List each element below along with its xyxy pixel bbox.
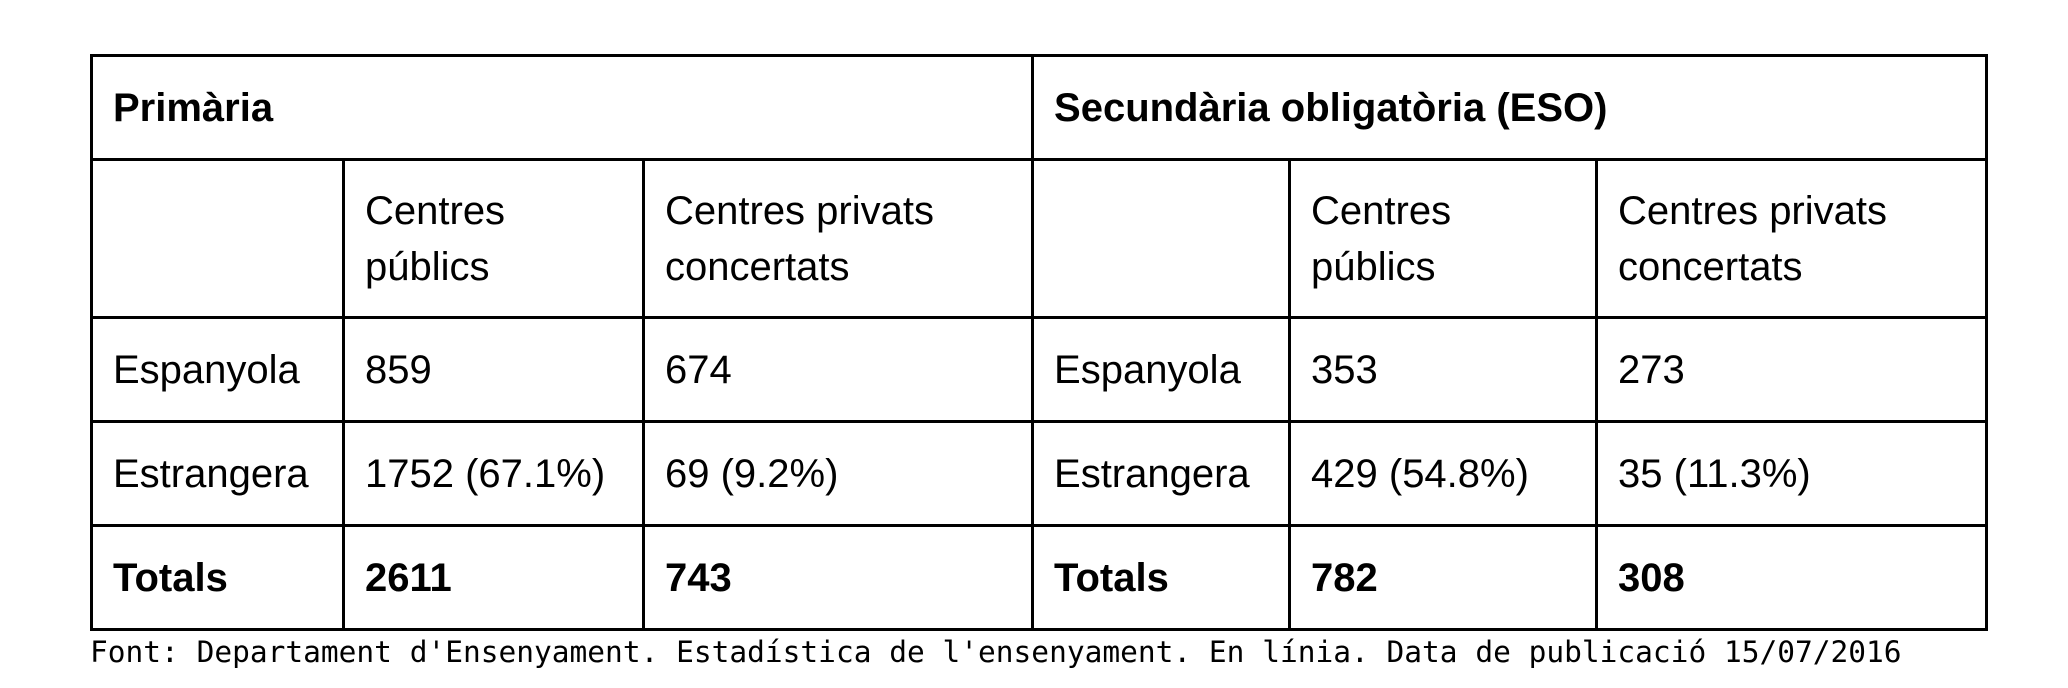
table-row-totals: Totals 2611 743 Totals 782 308	[90, 524, 1989, 631]
table-row-espanyola: Espanyola 859 674 Espanyola 353 273	[90, 316, 1989, 423]
table-row-estrangera: Estrangera 1752 (67.1%) 69 (9.2%) Estran…	[90, 420, 1989, 527]
primaria-totals-publics: 2611	[342, 524, 645, 631]
primaria-totals-concertats: 743	[641, 524, 1035, 631]
eso-header-publics: Centres públics	[1288, 158, 1599, 319]
eso-cell-concertats: 273	[1595, 316, 1989, 423]
primaria-cell-concertats: 69 (9.2%)	[641, 420, 1035, 527]
primaria-row-label: Estrangera	[90, 420, 345, 527]
primaria-empty-header	[90, 158, 345, 319]
primaria-totals-label: Totals	[90, 524, 345, 631]
primaria-header-publics: Centres públics	[342, 158, 645, 319]
primaria-cell-concertats: 674	[641, 316, 1035, 423]
primaria-header-concertats: Centres privats concertats	[641, 158, 1035, 319]
source-note: Font: Departament d'Ensenyament. Estadís…	[90, 635, 1902, 669]
primaria-row-label: Espanyola	[90, 316, 345, 423]
column-header-row: Centres públics Centres privats concerta…	[90, 158, 1989, 319]
eso-cell-publics: 429 (54.8%)	[1288, 420, 1599, 527]
section-title-primaria: Primària	[89, 54, 1035, 161]
primaria-cell-publics: 1752 (67.1%)	[342, 420, 645, 527]
section-header-row: Primària Secundària obligatòria (ESO)	[89, 54, 1989, 161]
primaria-cell-publics: 859	[342, 316, 645, 423]
eso-empty-header	[1031, 158, 1292, 319]
eso-cell-concertats: 35 (11.3%)	[1595, 420, 1989, 527]
eso-totals-concertats: 308	[1595, 524, 1989, 631]
eso-cell-publics: 353	[1288, 316, 1599, 423]
eso-row-label: Espanyola	[1031, 316, 1292, 423]
eso-header-concertats: Centres privats concertats	[1595, 158, 1989, 319]
eso-totals-label: Totals	[1031, 524, 1292, 631]
nationality-by-school-type-table: Primària Secundària obligatòria (ESO) Ce…	[89, 54, 1989, 631]
section-title-eso: Secundària obligatòria (ESO)	[1031, 54, 1989, 161]
eso-row-label: Estrangera	[1031, 420, 1292, 527]
eso-totals-publics: 782	[1288, 524, 1599, 631]
